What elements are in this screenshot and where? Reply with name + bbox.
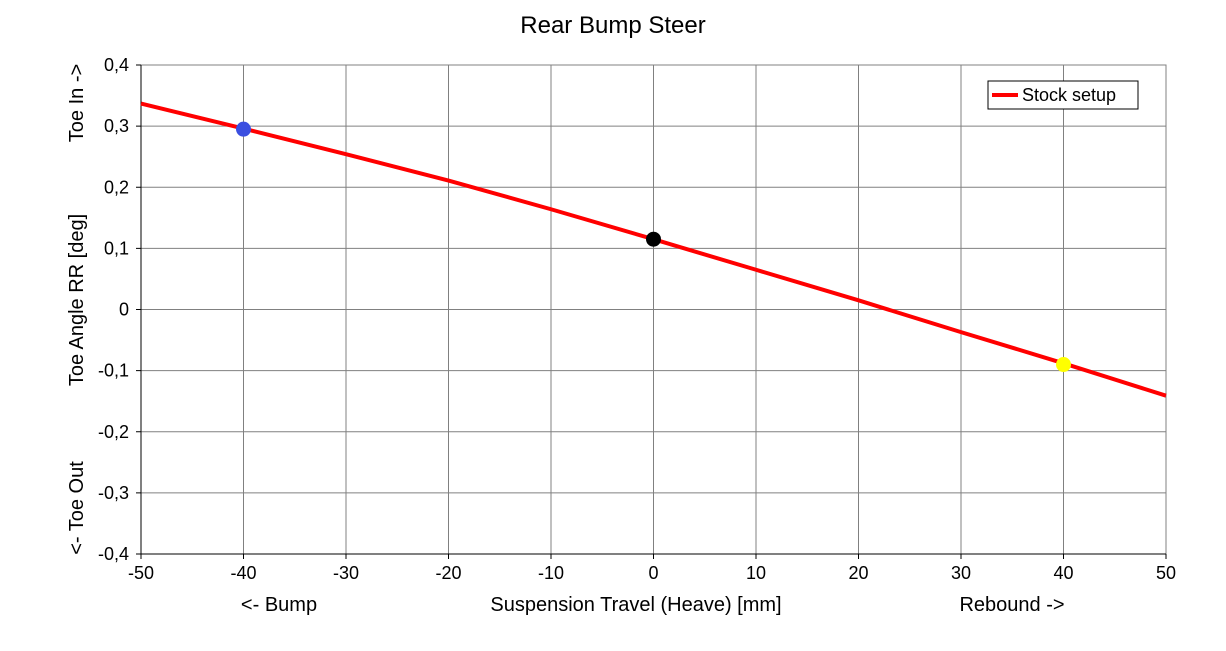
- x-tick-label: -50: [128, 563, 154, 583]
- data-point-marker-2: [1056, 357, 1071, 373]
- x-tick-label: -40: [230, 563, 256, 583]
- y-axis-label-bottom: <- Toe Out: [66, 461, 88, 555]
- y-tick-label: 0,3: [104, 116, 129, 136]
- y-tick-label: -0,1: [98, 361, 129, 381]
- x-tick-label: 50: [1156, 563, 1176, 583]
- y-axis-label-top: Toe In ->: [66, 64, 88, 142]
- x-tick-label: 10: [746, 563, 766, 583]
- y-tick-label: -0,4: [98, 544, 129, 564]
- y-tick-label: 0,1: [104, 238, 129, 258]
- x-tick-label: 0: [648, 563, 658, 583]
- y-axis-label: Toe Angle RR [deg]: [66, 214, 88, 386]
- x-axis-label: Suspension Travel (Heave) [mm]: [490, 594, 781, 616]
- y-tick-label: -0,2: [98, 422, 129, 442]
- y-tick-label: 0: [119, 300, 129, 320]
- legend: Stock setup: [987, 80, 1139, 110]
- x-axis-label-right: Rebound ->: [959, 594, 1064, 616]
- data-point-marker-0: [236, 121, 251, 137]
- axes: -50 -40 -30 -20 -10 0 10 20 30 40 50 -0,4 -0,3 -0,2 -0…: [98, 55, 1176, 583]
- chart-title: Rear Bump Steer: [520, 12, 705, 39]
- legend-label-stock-setup: Stock setup: [1022, 85, 1116, 105]
- x-tick-label: 30: [951, 563, 971, 583]
- y-tick-label: 0,2: [104, 177, 129, 197]
- y-tick-label: -0,3: [98, 483, 129, 503]
- x-axis-label-left: <- Bump: [241, 594, 317, 616]
- x-tick-label: -30: [333, 563, 359, 583]
- x-tick-label: 40: [1053, 563, 1073, 583]
- markers-group: [236, 121, 1071, 373]
- y-tick-label: 0,4: [104, 55, 129, 75]
- x-tick-label: 20: [848, 563, 868, 583]
- data-point-marker-1: [646, 231, 661, 247]
- x-tick-label: -10: [538, 563, 564, 583]
- x-tick-label: -20: [435, 563, 461, 583]
